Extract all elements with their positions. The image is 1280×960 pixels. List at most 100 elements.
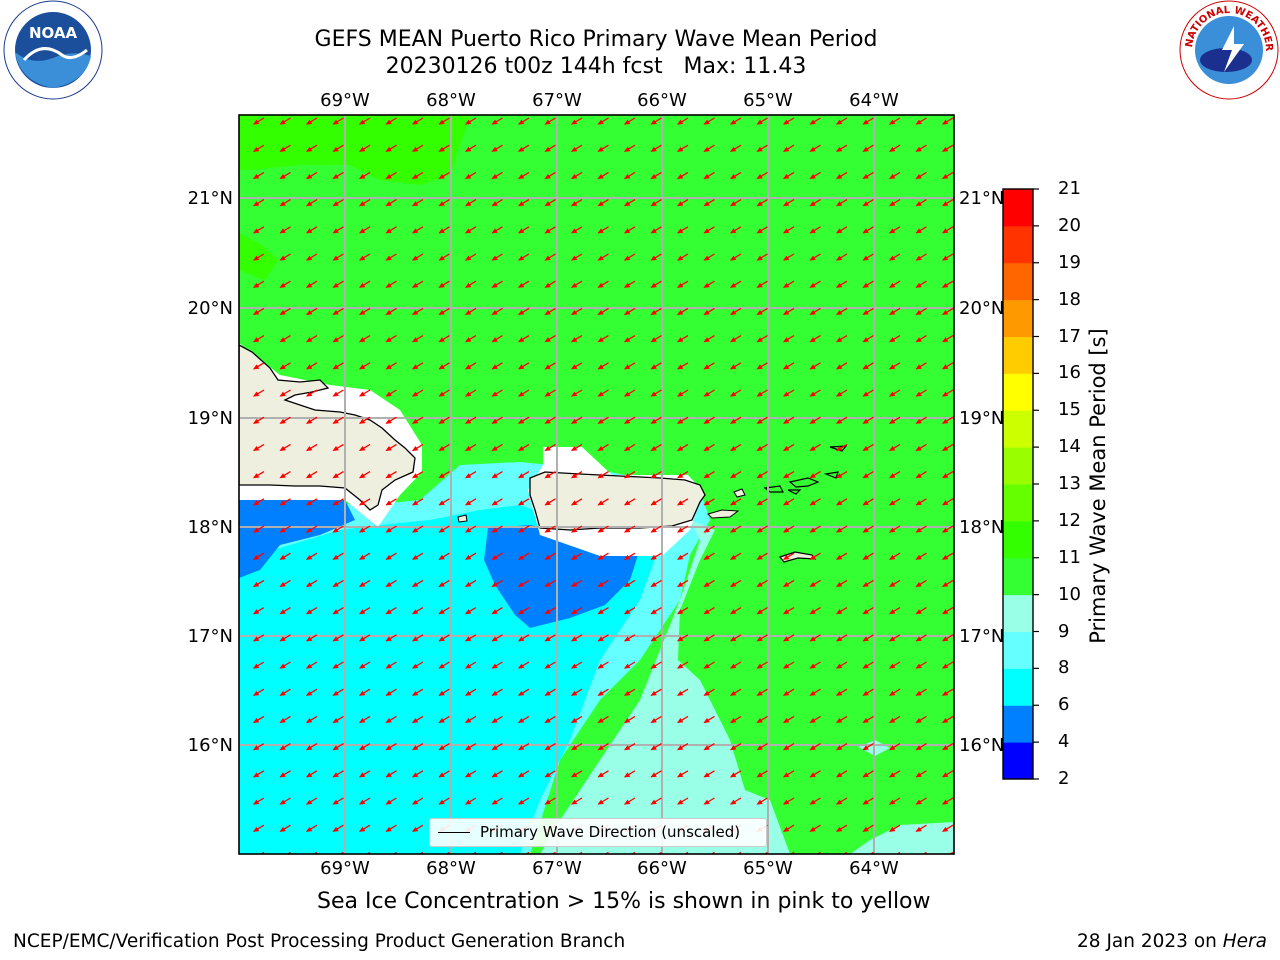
wave-arrow-head bbox=[358, 500, 366, 506]
colorbar-segment bbox=[1003, 484, 1033, 522]
wave-arrow-head bbox=[782, 772, 790, 778]
wave-arrow-head bbox=[888, 745, 896, 751]
wave-arrow-head bbox=[623, 745, 631, 751]
wave-arrow-head bbox=[252, 500, 260, 506]
wave-arrow-head bbox=[809, 310, 816, 316]
wave-arrow-head bbox=[491, 174, 498, 180]
wave-arrow-head bbox=[809, 609, 816, 615]
wave-arrow-head bbox=[915, 418, 922, 424]
wave-arrow-head bbox=[517, 582, 525, 588]
wave-arrow-head bbox=[305, 174, 313, 180]
wave-arrow-head bbox=[491, 718, 498, 724]
wave-arrow-head bbox=[756, 282, 763, 288]
wave-arrow-head bbox=[491, 391, 498, 397]
wave-arrow-head bbox=[279, 446, 286, 452]
wave-arrow-head bbox=[570, 391, 578, 397]
wave-arrow-head bbox=[279, 745, 286, 751]
wave-arrow-head bbox=[411, 826, 419, 832]
colorbar-tick-label: 18 bbox=[1058, 288, 1081, 310]
wave-arrow-head bbox=[358, 527, 366, 533]
wave-arrow-head bbox=[279, 500, 286, 506]
wave-arrow-head bbox=[305, 255, 313, 261]
wave-arrow-head bbox=[703, 337, 710, 343]
wave-arrow-head bbox=[809, 391, 816, 397]
wave-arrow-head bbox=[756, 119, 763, 125]
wave-arrow-head bbox=[835, 418, 843, 424]
wave-arrow-head bbox=[703, 310, 710, 316]
wave-arrow-head bbox=[623, 119, 631, 125]
wave-arrow-head bbox=[676, 609, 684, 615]
wave-arrow-head bbox=[517, 663, 525, 669]
legend-line-symbol bbox=[438, 832, 470, 833]
colorbar-tick-label: 19 bbox=[1058, 251, 1081, 273]
wave-arrow-head bbox=[438, 418, 445, 424]
wave-arrow-head bbox=[570, 500, 578, 506]
map-legend: Primary Wave Direction (unscaled) bbox=[429, 818, 767, 847]
wave-arrow-head bbox=[517, 772, 525, 778]
wave-arrow-head bbox=[782, 663, 790, 669]
wave-arrow-head bbox=[464, 418, 472, 424]
wave-arrow-head bbox=[941, 500, 949, 506]
wave-arrow-head bbox=[252, 636, 260, 642]
wave-arrow-head bbox=[703, 418, 710, 424]
wave-arrow-head bbox=[915, 636, 922, 642]
colorbar-segment bbox=[1003, 742, 1033, 780]
wave-arrow-head bbox=[464, 146, 472, 152]
wave-arrow-head bbox=[729, 337, 737, 343]
wave-arrow-head bbox=[332, 228, 339, 234]
wave-arrow-head bbox=[809, 364, 816, 370]
wave-arrow-head bbox=[332, 255, 339, 261]
wave-arrow-head bbox=[385, 337, 392, 343]
colorbar-tick-label: 8 bbox=[1058, 657, 1070, 679]
wave-arrow-head bbox=[676, 690, 684, 696]
virgin-islands bbox=[763, 445, 848, 495]
wave-arrow-head bbox=[385, 255, 392, 261]
wave-arrow-head bbox=[941, 663, 949, 669]
wave-arrow-head bbox=[332, 446, 339, 452]
wave-arrow-head bbox=[729, 636, 737, 642]
wave-arrow-head bbox=[279, 337, 286, 343]
colorbar-segment bbox=[1003, 189, 1033, 227]
wave-arrow-head bbox=[570, 446, 578, 452]
wave-arrow-head bbox=[650, 609, 657, 615]
wave-arrow-head bbox=[862, 201, 869, 207]
wave-arrow-head bbox=[809, 174, 816, 180]
wave-arrow-head bbox=[915, 527, 922, 533]
wave-arrow-head bbox=[809, 146, 816, 152]
wave-arrow-head bbox=[941, 745, 949, 751]
wave-arrow-head bbox=[491, 500, 498, 506]
wave-arrow-head bbox=[464, 364, 472, 370]
wave-arrow-head bbox=[385, 201, 392, 207]
wave-arrow-head bbox=[332, 391, 339, 397]
wave-arrow-head bbox=[782, 826, 790, 832]
wave-arrow-head bbox=[279, 663, 286, 669]
wave-arrow-head bbox=[888, 826, 896, 832]
wave-arrow-head bbox=[464, 799, 472, 805]
wave-arrow-head bbox=[305, 690, 313, 696]
wave-arrow-head bbox=[438, 282, 445, 288]
top-lon-label: 67°W bbox=[532, 90, 582, 111]
wave-arrow-head bbox=[888, 772, 896, 778]
wave-arrow-head bbox=[703, 146, 710, 152]
wave-arrow-head bbox=[252, 663, 260, 669]
wave-arrow-head bbox=[782, 391, 790, 397]
wave-arrow-head bbox=[438, 636, 445, 642]
wave-arrow-head bbox=[517, 418, 525, 424]
wave-arrow-head bbox=[544, 337, 551, 343]
wave-arrow-head bbox=[862, 146, 869, 152]
wave-arrow-head bbox=[835, 718, 843, 724]
wave-arrow-head bbox=[438, 337, 445, 343]
wave-arrow-head bbox=[279, 826, 286, 832]
wave-arrow-head bbox=[358, 418, 366, 424]
wave-arrow-head bbox=[915, 337, 922, 343]
wave-arrow-head bbox=[888, 718, 896, 724]
wave-arrow-head bbox=[811, 855, 816, 859]
wave-arrow-head bbox=[307, 855, 312, 859]
wave-arrow-head bbox=[491, 282, 498, 288]
wave-arrow-head bbox=[862, 826, 869, 832]
wave-arrow-head bbox=[385, 310, 392, 316]
wave-arrow-head bbox=[570, 146, 578, 152]
colorbar-tick-label: 12 bbox=[1058, 509, 1081, 531]
bottom-lon-label: 69°W bbox=[320, 858, 370, 879]
wave-arrow-head bbox=[941, 418, 949, 424]
